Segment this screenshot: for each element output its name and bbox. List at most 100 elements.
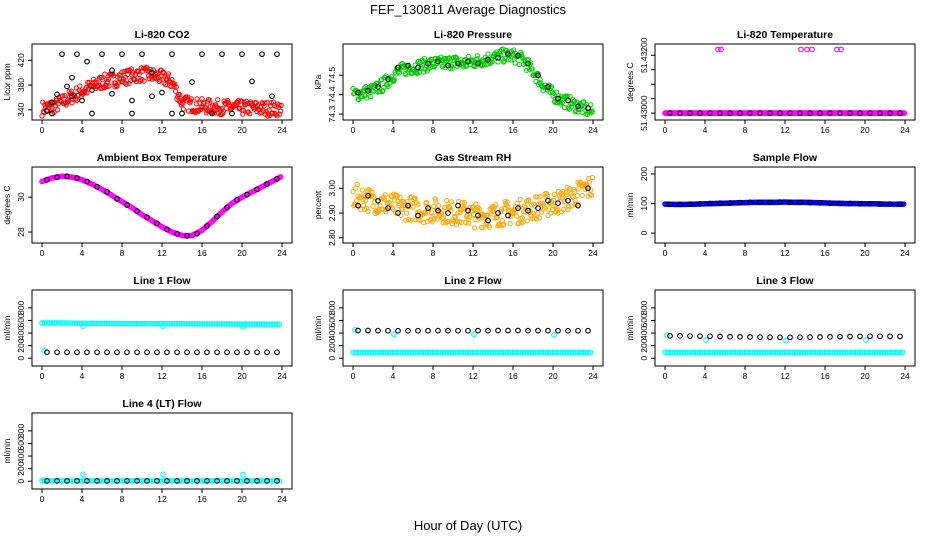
data-point [530, 210, 536, 216]
data-point [214, 321, 220, 327]
data-point [133, 79, 139, 85]
data-point [359, 93, 365, 100]
data-point [515, 205, 521, 211]
data-point [101, 320, 108, 327]
data-point [489, 59, 495, 65]
data-point [274, 478, 280, 484]
data-point [130, 70, 136, 76]
data-point [226, 321, 233, 327]
data-point [360, 349, 366, 356]
data-point [900, 201, 907, 207]
data-point [491, 206, 497, 212]
data-point [104, 83, 110, 89]
data-point [455, 349, 461, 356]
data-point [151, 320, 158, 327]
data-point [224, 321, 230, 327]
data-point [441, 215, 447, 221]
data-point [124, 349, 130, 356]
data-point [184, 233, 190, 239]
x-tick-label: 8 [743, 248, 748, 258]
data-point [365, 87, 371, 94]
data-point [847, 200, 853, 207]
y-tick-label: 600 [639, 313, 649, 327]
data-point [807, 334, 813, 340]
data-point [807, 199, 813, 206]
data-point [59, 320, 65, 326]
data-point [472, 349, 479, 356]
data-point [737, 110, 743, 116]
data-point [431, 64, 438, 70]
data-point [443, 197, 450, 204]
data-point [278, 102, 284, 108]
data-point [179, 110, 185, 117]
y-tick-label: 51.43000 [639, 95, 649, 131]
data-point [119, 320, 125, 327]
data-point [104, 349, 110, 356]
data-point [355, 327, 361, 334]
data-point [777, 334, 783, 341]
panel-7: Line 2 Flow ml/min 0 4 8 12 16 20 24 0 20040060080… [313, 275, 604, 381]
data-point [588, 102, 594, 108]
data-point [501, 58, 508, 64]
data-point [421, 55, 428, 62]
data-point [445, 62, 451, 69]
data-point [61, 320, 68, 326]
data-point [74, 478, 80, 484]
data-point [431, 63, 437, 69]
y-axis-label: ml/min [2, 438, 12, 463]
data-point [154, 320, 160, 327]
data-point [362, 349, 369, 356]
data-point [360, 197, 366, 203]
data-point [76, 320, 83, 327]
data-point [104, 189, 110, 195]
data-point [377, 349, 384, 356]
panel-3: Ambient Box Temperature degrees C 0 4 8 12 16 2… [2, 152, 293, 258]
data-point [54, 349, 60, 356]
y-tick-label: 100 [639, 196, 649, 210]
data-point [141, 78, 147, 84]
data-point [574, 192, 580, 199]
data-point [64, 173, 70, 180]
data-point [767, 110, 773, 116]
data-point [667, 333, 673, 339]
data-point [367, 349, 374, 356]
data-point [390, 349, 396, 356]
data-point [395, 349, 401, 356]
data-point [579, 192, 585, 198]
x-tick-label: 20 [548, 371, 558, 381]
data-point [403, 217, 409, 223]
data-point [767, 334, 773, 341]
plot-data [350, 174, 595, 231]
data-point [267, 103, 274, 109]
data-point [505, 327, 511, 334]
data-point [571, 188, 578, 194]
data-point [495, 210, 501, 216]
data-point [460, 349, 466, 356]
data-point [216, 321, 223, 327]
data-point [249, 78, 255, 85]
data-point [60, 93, 66, 99]
y-tick-label: 2.80 [327, 229, 337, 246]
data-point [154, 349, 160, 356]
data-point [194, 230, 200, 237]
data-point [507, 221, 513, 227]
data-point [471, 225, 478, 231]
data-point [565, 327, 571, 334]
data-point [465, 58, 471, 65]
x-tick-label: 0 [663, 125, 668, 135]
data-point [156, 478, 163, 484]
x-tick-label: 0 [40, 494, 45, 504]
data-point [74, 349, 80, 356]
data-point [410, 349, 416, 356]
data-point [236, 478, 243, 484]
data-point [249, 321, 255, 327]
y-tick-label: 0 [639, 230, 649, 235]
data-point [355, 349, 361, 356]
data-point [161, 478, 168, 484]
data-point [274, 175, 280, 182]
data-point [391, 77, 398, 83]
data-point [166, 478, 173, 484]
data-point [445, 327, 451, 334]
data-point [535, 72, 541, 79]
data-point [369, 189, 375, 195]
